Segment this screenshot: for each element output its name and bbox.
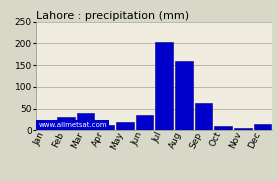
Bar: [37, 121, 55, 130]
Bar: [76, 113, 94, 130]
Bar: [195, 103, 212, 130]
Bar: [234, 128, 252, 130]
Text: Lahore : precipitation (mm): Lahore : precipitation (mm): [36, 11, 189, 21]
Text: www.allmetsat.com: www.allmetsat.com: [38, 122, 107, 128]
Bar: [57, 117, 75, 130]
Bar: [214, 126, 232, 130]
Bar: [155, 42, 173, 130]
Bar: [96, 125, 114, 130]
Bar: [136, 115, 153, 130]
Bar: [254, 124, 271, 130]
Bar: [175, 61, 193, 130]
Bar: [116, 122, 134, 130]
